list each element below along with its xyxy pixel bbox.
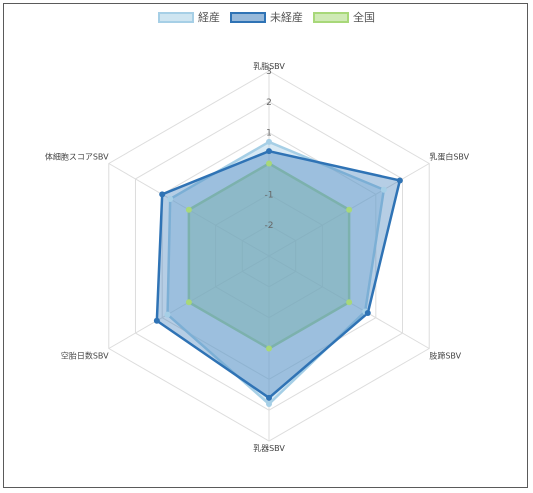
axis-label: 乳脂SBV: [253, 61, 285, 71]
series-area-未経産: [155, 149, 402, 400]
chart-frame: [3, 3, 528, 488]
tick-label: 2: [266, 98, 272, 108]
legend-item-経産[interactable]: 経産: [158, 9, 220, 25]
data-point-経産: [164, 311, 171, 318]
data-point-未経産: [364, 310, 371, 317]
data-point-全国: [185, 206, 192, 213]
data-point-未経産: [396, 177, 403, 184]
axis-label: 空胎日数SBV: [61, 351, 109, 361]
legend-item-未経産[interactable]: 未経産: [230, 9, 303, 25]
legend-label: 経産: [198, 11, 220, 24]
data-point-経産: [266, 138, 272, 145]
axis-label: 肢蹄SBV: [429, 351, 461, 361]
data-point-全国: [266, 345, 272, 352]
tick-label: 3: [266, 67, 272, 77]
axis-label: 体細胞スコアSBV: [45, 152, 109, 162]
data-point-経産: [380, 186, 387, 193]
axis-label: 乳蛋白SBV: [429, 152, 469, 162]
legend-item-全国[interactable]: 全国: [313, 9, 375, 25]
tick-label: -1: [265, 190, 274, 200]
data-point-経産: [266, 401, 272, 407]
legend-label: 全国: [353, 11, 375, 24]
tick-label: 1: [266, 129, 272, 139]
axis-label: 乳器SBV: [253, 443, 285, 453]
data-point-全国: [346, 299, 353, 306]
tick-label: -2: [265, 221, 274, 231]
chart-legend: 経産 未経産 全国: [0, 9, 533, 25]
legend-label: 未経産: [270, 11, 303, 24]
data-point-全国: [185, 299, 192, 306]
legend-swatch-経産: [158, 11, 194, 23]
data-point-未経産: [266, 394, 272, 401]
data-point-未経産: [153, 317, 160, 324]
legend-swatch-全国: [313, 11, 349, 23]
data-point-未経産: [159, 191, 166, 198]
data-point-全国: [346, 206, 353, 213]
data-point-未経産: [266, 148, 272, 155]
legend-swatch-未経産: [230, 11, 266, 23]
data-point-経産: [167, 195, 174, 202]
data-point-全国: [266, 160, 272, 167]
